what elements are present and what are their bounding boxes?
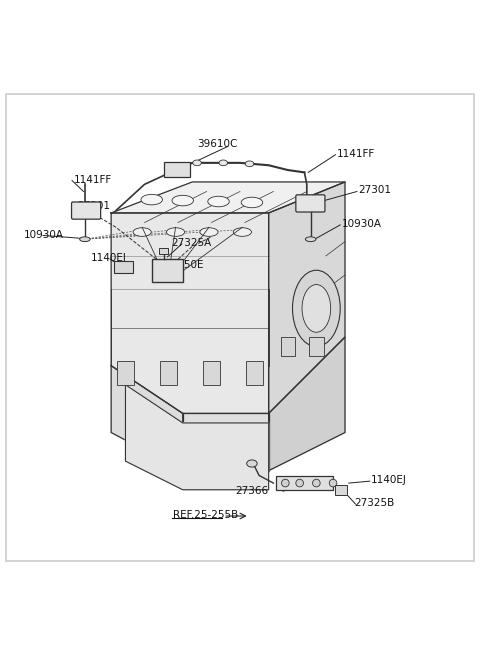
Ellipse shape (80, 237, 90, 242)
Text: 27301: 27301 (359, 185, 391, 195)
Ellipse shape (172, 195, 193, 206)
Text: 1140EJ: 1140EJ (91, 253, 127, 263)
Circle shape (312, 479, 320, 487)
Bar (246, 361, 263, 384)
Polygon shape (125, 384, 269, 490)
Ellipse shape (233, 228, 252, 236)
Ellipse shape (247, 460, 257, 467)
Text: 27301: 27301 (77, 201, 110, 212)
Bar (164, 162, 190, 177)
Ellipse shape (200, 228, 218, 236)
Bar (159, 248, 168, 253)
Text: 10930A: 10930A (342, 219, 382, 229)
Bar (276, 476, 333, 490)
Bar (152, 259, 183, 282)
Ellipse shape (305, 237, 316, 242)
Bar (117, 361, 134, 384)
Text: REF.25-255B: REF.25-255B (173, 510, 239, 520)
Text: 39610C: 39610C (197, 139, 237, 149)
Text: 1140EJ: 1140EJ (371, 476, 407, 485)
Circle shape (281, 479, 289, 487)
Bar (114, 261, 132, 272)
Polygon shape (269, 182, 345, 413)
Bar (281, 337, 295, 356)
Polygon shape (111, 182, 345, 213)
Polygon shape (269, 337, 345, 471)
Text: 27325B: 27325B (355, 498, 395, 508)
Bar (203, 361, 220, 384)
Text: 27325A: 27325A (171, 238, 211, 248)
Circle shape (296, 479, 303, 487)
Text: 10930A: 10930A (24, 230, 64, 240)
Ellipse shape (219, 160, 228, 166)
Text: 27366: 27366 (236, 486, 269, 496)
Polygon shape (183, 413, 269, 471)
Ellipse shape (245, 161, 254, 166)
Ellipse shape (302, 284, 331, 332)
Circle shape (329, 479, 337, 487)
Ellipse shape (141, 195, 162, 205)
Ellipse shape (193, 160, 201, 166)
FancyBboxPatch shape (72, 202, 101, 219)
Text: 27350E: 27350E (165, 261, 204, 271)
Polygon shape (111, 365, 183, 471)
Bar (336, 485, 348, 495)
Text: 1141FF: 1141FF (337, 149, 375, 159)
Ellipse shape (167, 228, 185, 236)
Ellipse shape (133, 228, 151, 236)
FancyBboxPatch shape (296, 195, 325, 212)
Ellipse shape (292, 271, 340, 346)
Ellipse shape (241, 197, 263, 208)
Bar (309, 337, 324, 356)
Text: 1141FF: 1141FF (74, 175, 112, 185)
Ellipse shape (208, 196, 229, 207)
Bar (160, 361, 177, 384)
Polygon shape (111, 213, 269, 413)
